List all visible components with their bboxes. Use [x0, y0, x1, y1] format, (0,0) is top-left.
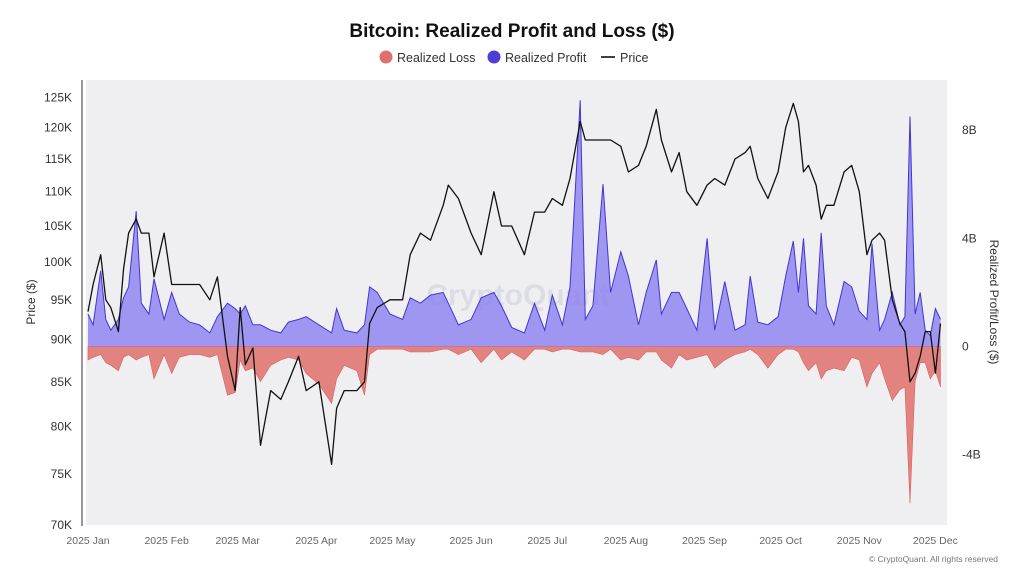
right-axis-ticks: 8B 4B 0 -4B	[962, 123, 981, 462]
realized-profit-area	[88, 100, 941, 347]
y-left-tick-label: 110K	[45, 185, 72, 199]
y-left-tick-label: 75K	[51, 467, 72, 481]
legend-dot-profit	[487, 50, 501, 64]
x-tick-label: 2025 Oct	[759, 535, 802, 547]
x-tick-label: 2025 Feb	[144, 535, 189, 547]
x-tick-label: 2025 Dec	[913, 535, 958, 547]
copyright: © CryptoQuant. All rights reserved	[869, 554, 998, 564]
realized-profit-line	[87, 100, 941, 337]
y-left-tick-label: 120K	[44, 121, 72, 135]
x-tick-label: 2025 Mar	[216, 535, 261, 547]
y-left-tick-label: 70K	[51, 518, 72, 532]
x-tick-label: 2025 May	[369, 535, 416, 547]
legend-label-profit: Realized Profit	[505, 51, 587, 65]
y-left-tick-label: 100K	[44, 255, 72, 269]
y-left-tick-label: 80K	[51, 420, 72, 434]
legend-item-realized-loss[interactable]: Realized Loss	[379, 50, 476, 66]
x-tick-label: 2025 Jul	[527, 535, 567, 547]
x-tick-label: 2025 Aug	[604, 535, 649, 547]
realized-loss-area	[87, 346, 941, 504]
x-tick-label: 2025 Nov	[837, 535, 883, 547]
y-right-tick-label: 4B	[962, 231, 977, 245]
x-tick-label: 2025 Jan	[66, 535, 109, 547]
price-line	[87, 102, 942, 466]
y-left-tick-label: 115K	[45, 152, 72, 166]
left-axis-ticks: 125K 120K 115K 110K 105K 100K 95K 90K 85K 80K 75K 7…	[44, 90, 72, 532]
y-left-tick-label: 105K	[44, 219, 72, 233]
series-layer	[87, 100, 942, 504]
y-left-tick-label: 125K	[44, 90, 72, 104]
legend-item-price[interactable]: Price	[601, 51, 649, 65]
y-left-tick-label: 90K	[51, 333, 72, 347]
y-left-tick-label: 85K	[51, 375, 72, 389]
y-right-tick-label: -4B	[962, 448, 981, 462]
y-axis-left-label: Price ($)	[24, 279, 38, 324]
y-right-tick-label: 8B	[962, 123, 977, 137]
x-tick-label: 2025 Sep	[682, 535, 727, 547]
legend-item-realized-profit[interactable]: Realized Profit	[487, 50, 587, 66]
legend-label-price: Price	[620, 51, 649, 65]
x-tick-label: 2025 Jun	[449, 535, 492, 547]
x-tick-label: 2025 Apr	[295, 535, 338, 547]
x-axis-ticks: 2025 Jan 2025 Feb 2025 Mar 2025 Apr 2025 May…	[66, 535, 957, 547]
legend-label-loss: Realized Loss	[397, 51, 476, 65]
legend: Realized Loss Realized Profit Price	[379, 50, 649, 66]
y-left-tick-label: 95K	[51, 293, 72, 307]
y-axis-right-label: Realized Profit/Loss ($)	[987, 240, 1001, 365]
chart-title: Bitcoin: Realized Profit and Loss ($)	[349, 21, 674, 42]
legend-dot-loss	[379, 50, 393, 64]
y-right-tick-label: 0	[962, 339, 969, 353]
